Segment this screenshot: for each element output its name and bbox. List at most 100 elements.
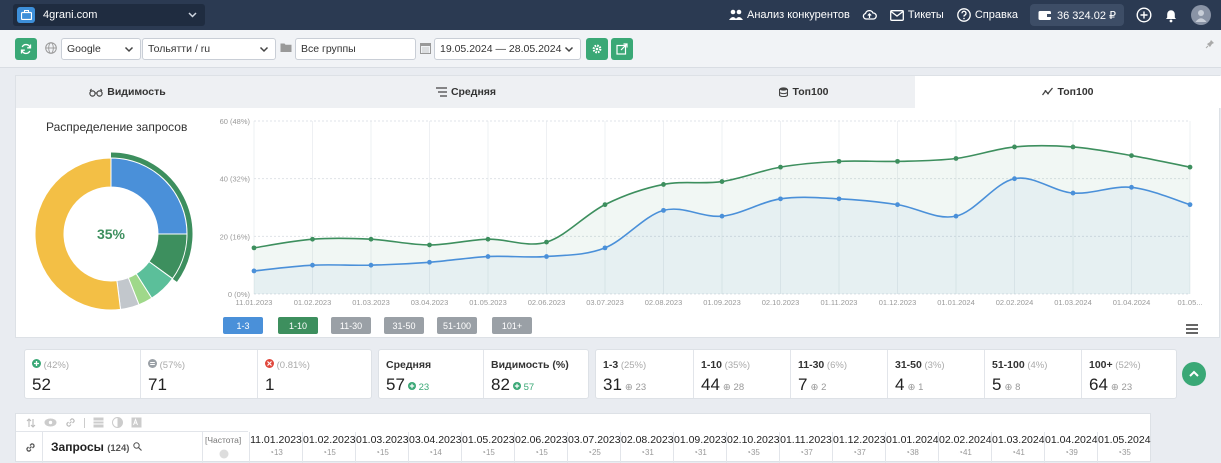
series-point-1-3[interactable] <box>427 259 432 265</box>
stat-range-1-10[interactable]: 1-10 (35%) 44 ⊕ 28 <box>701 359 750 394</box>
series-point-1-3[interactable] <box>836 196 842 202</box>
series-point-1-3[interactable] <box>310 262 315 268</box>
sort-icon[interactable] <box>26 417 36 428</box>
series-point-1-3[interactable] <box>251 268 257 274</box>
series-point-1-3[interactable] <box>1012 176 1017 182</box>
series-point-1-10[interactable] <box>953 156 959 161</box>
frequency-header[interactable]: [Частота] <box>205 435 242 445</box>
stat-range-31-50[interactable]: 31-50 (3%) 4 ⊕ 1 <box>895 359 945 394</box>
date-column-header[interactable]: 01.05.2023 ◔15 <box>461 432 515 463</box>
stat-worsened[interactable]: (0.81%) 1 <box>258 350 373 398</box>
date-column-header[interactable]: 02.06.2023 ◔15 <box>514 432 568 463</box>
queries-title[interactable]: Запросы (124) <box>51 440 142 454</box>
series-point-1-3[interactable] <box>1187 202 1193 208</box>
series-point-1-10[interactable] <box>544 239 549 245</box>
tab-visibility[interactable]: Видимость <box>16 76 239 108</box>
date-column-header[interactable]: 03.04.2023 ◔14 <box>408 432 462 463</box>
series-point-1-3[interactable] <box>1070 190 1076 196</box>
add-funds-icon[interactable] <box>1136 7 1152 23</box>
series-point-1-10[interactable] <box>1012 144 1017 150</box>
site-selector[interactable]: 4grani.com <box>13 4 205 26</box>
tickets-link[interactable]: Тикеты <box>889 9 944 21</box>
date-range-select[interactable]: 19.05.2024 — 28.05.2024 <box>434 38 581 60</box>
series-point-1-3[interactable] <box>544 254 549 259</box>
pin-icon[interactable] <box>1205 39 1215 52</box>
search-icon[interactable] <box>133 442 142 451</box>
series-point-1-10[interactable] <box>602 202 608 208</box>
series-point-1-10[interactable] <box>895 158 900 164</box>
donut-slice-100+[interactable] <box>34 157 122 311</box>
series-point-1-10[interactable] <box>836 158 842 164</box>
series-point-1-10[interactable] <box>661 182 666 187</box>
stat-unchanged[interactable]: (57%) 71 <box>141 350 257 398</box>
series-point-1-3[interactable] <box>953 213 959 219</box>
eye-icon[interactable] <box>44 418 57 427</box>
chart-menu-icon[interactable] <box>1186 324 1198 337</box>
legend-toggle-1-3[interactable]: 1-3 <box>223 317 263 334</box>
search-engine-select[interactable]: Google <box>61 38 141 60</box>
series-point-1-10[interactable] <box>1129 153 1134 158</box>
text-size-icon[interactable] <box>131 417 142 428</box>
date-column-header[interactable]: 02.10.2023 ◔35 <box>726 432 780 463</box>
date-column-header[interactable]: 02.08.2023 ◔31 <box>620 432 674 463</box>
series-point-1-10[interactable] <box>310 236 315 242</box>
series-point-1-3[interactable] <box>368 262 374 268</box>
legend-toggle-1-10[interactable]: 1-10 <box>278 317 318 334</box>
series-point-1-10[interactable] <box>1070 144 1076 150</box>
date-column-header[interactable]: 01.11.2023 ◔37 <box>779 432 832 463</box>
series-point-1-3[interactable] <box>485 254 491 259</box>
stat-visibility[interactable]: Видимость (%) 82 57 <box>484 350 590 398</box>
stat-range-1-3[interactable]: 1-3 (25%) 31 ⊕ 23 <box>603 359 647 394</box>
legend-toggle-11-30[interactable]: 11-30 <box>331 317 371 334</box>
legend-toggle-31-50[interactable]: 31-50 <box>384 317 424 334</box>
date-column-header[interactable]: 11.01.2023 ◔13 <box>249 432 302 463</box>
link-icon[interactable] <box>25 442 36 453</box>
series-point-1-3[interactable] <box>1129 184 1134 190</box>
stat-range-51-100[interactable]: 51-100 (4%) 5 ⊕ 8 <box>992 359 1048 394</box>
date-column-header[interactable]: 01.05.2024 ◔35 <box>1097 432 1151 463</box>
date-column-header[interactable]: 03.07.2023 ◔25 <box>567 432 621 463</box>
series-point-1-3[interactable] <box>602 245 608 251</box>
contrast-icon[interactable] <box>112 417 123 428</box>
link-icon[interactable] <box>65 417 76 428</box>
series-point-1-10[interactable] <box>485 236 491 242</box>
export-button[interactable] <box>611 38 633 60</box>
series-point-1-10[interactable] <box>427 242 432 248</box>
stat-range-100-plus[interactable]: 100+ (52%) 64 ⊕ 23 <box>1089 359 1141 394</box>
series-point-1-3[interactable] <box>719 213 725 219</box>
tab-top100-lines[interactable]: Топ100 <box>915 76 1221 108</box>
date-column-header[interactable]: 01.12.2023 ◔37 <box>832 432 886 463</box>
legend-toggle-101+[interactable]: 101+ <box>492 317 532 334</box>
tab-top100-stack[interactable]: Топ100 <box>693 76 915 108</box>
group-filter-input[interactable]: Все группы <box>295 38 416 60</box>
donut-slice-1-3[interactable] <box>110 157 188 235</box>
date-column-header[interactable]: 01.01.2024 ◔38 <box>885 432 939 463</box>
region-select[interactable]: Тольятти / ru <box>142 38 276 60</box>
bell-icon[interactable] <box>1164 8 1178 23</box>
series-point-1-10[interactable] <box>1187 164 1193 170</box>
series-point-1-10[interactable] <box>251 245 257 251</box>
date-column-header[interactable]: 01.04.2024 ◔39 <box>1044 432 1098 463</box>
series-point-1-3[interactable] <box>661 207 666 213</box>
series-point-1-3[interactable] <box>778 196 783 202</box>
stat-average[interactable]: Средняя 57 23 <box>379 350 483 398</box>
series-point-1-3[interactable] <box>895 202 900 208</box>
help-link[interactable]: Справка <box>956 8 1018 22</box>
competitor-analysis-link[interactable]: Анализ конкурентов <box>729 9 850 21</box>
stat-improved[interactable]: (42%) 52 <box>25 350 140 398</box>
series-point-1-10[interactable] <box>719 179 725 184</box>
refresh-button[interactable] <box>15 38 37 60</box>
tab-average[interactable]: Средняя <box>239 76 693 108</box>
cloud-upload-icon[interactable] <box>862 9 877 21</box>
grid-icon[interactable] <box>93 417 104 428</box>
user-avatar[interactable] <box>1191 5 1211 25</box>
scroll-up-button[interactable] <box>1182 362 1206 386</box>
stat-range-11-30[interactable]: 11-30 (6%) 7 ⊕ 2 <box>798 359 847 394</box>
balance-button[interactable]: 36 324.02 ₽ <box>1030 4 1124 26</box>
legend-toggle-51-100[interactable]: 51-100 <box>437 317 477 334</box>
settings-button[interactable] <box>586 38 608 60</box>
series-point-1-10[interactable] <box>368 236 374 242</box>
date-column-header[interactable]: 01.03.2024 ◔41 <box>991 432 1045 463</box>
series-point-1-10[interactable] <box>778 164 783 170</box>
date-column-header[interactable]: 02.02.2024 ◔41 <box>938 432 992 463</box>
